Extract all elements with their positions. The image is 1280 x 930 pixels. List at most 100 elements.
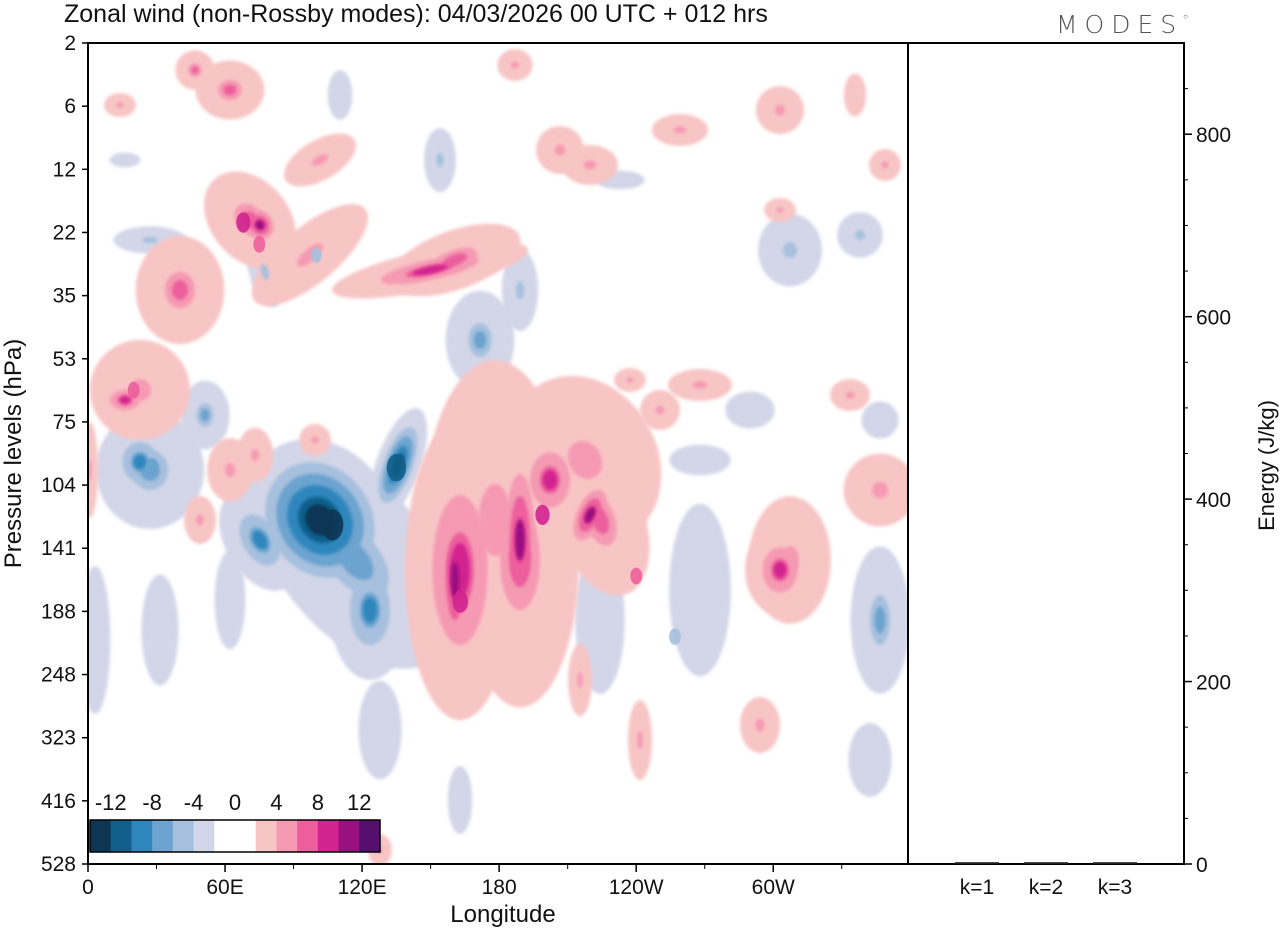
colorbar-swatch bbox=[276, 820, 298, 852]
contour-fill bbox=[223, 84, 237, 96]
contour-fill bbox=[874, 606, 886, 634]
y-tick-label: 141 bbox=[41, 537, 76, 560]
contour-fill bbox=[855, 230, 865, 240]
x-axis-label: Longitude bbox=[450, 901, 555, 928]
contour-fill bbox=[447, 766, 473, 834]
contour-fill bbox=[200, 408, 210, 422]
y-tick-label: 528 bbox=[41, 853, 76, 876]
contour-fill bbox=[848, 723, 892, 797]
x-tick-label: 120W bbox=[609, 876, 664, 899]
modes-logo: MODES○ bbox=[1055, 10, 1188, 39]
y-tick-label: 248 bbox=[41, 664, 76, 687]
colorbar-tick-label: 4 bbox=[270, 790, 282, 815]
contour-fill bbox=[567, 441, 603, 479]
contour-fill bbox=[119, 396, 131, 404]
energy-bar bbox=[1024, 862, 1068, 864]
contour-fill bbox=[191, 66, 199, 74]
field-extreme-mark bbox=[311, 247, 322, 263]
colorbar-swatch bbox=[110, 820, 132, 852]
field-extreme-mark bbox=[253, 235, 266, 253]
contour-fill bbox=[443, 253, 467, 267]
energy-bar bbox=[1093, 862, 1137, 864]
contour-fill bbox=[88, 422, 98, 518]
axes: 2 6 12 22 35 53 75 104 141 188 248 323 416 528 Pressur… bbox=[0, 32, 1185, 928]
x-tick-label: 0 bbox=[82, 876, 94, 899]
energy-tick-label: 400 bbox=[1196, 489, 1231, 512]
contour-fill bbox=[515, 520, 525, 560]
contour-fill bbox=[327, 70, 353, 120]
energy-panel: 0 200 400 600 800 Energy (J/kg) k=1 k=2 k=3 bbox=[955, 88, 1279, 899]
colorbar-swatch bbox=[131, 820, 153, 852]
contour-fill bbox=[626, 377, 634, 383]
contour-fill bbox=[252, 530, 268, 550]
colorbar-swatch bbox=[359, 820, 381, 852]
contour-fill bbox=[473, 331, 487, 349]
colorbar-swatch bbox=[152, 820, 174, 852]
x-tick-label: 180 bbox=[482, 876, 517, 899]
contour-fill bbox=[478, 484, 512, 556]
contour-fill bbox=[88, 459, 92, 481]
contour-fill bbox=[542, 470, 558, 490]
field-extreme-mark bbox=[386, 453, 407, 482]
colorbar-tick-label: 0 bbox=[229, 790, 241, 815]
y-tick-label: 35 bbox=[53, 285, 76, 308]
contour-fill bbox=[311, 436, 319, 444]
contour-fill bbox=[336, 540, 374, 580]
energy-category-label: k=1 bbox=[960, 876, 994, 899]
field-extreme-mark bbox=[145, 458, 159, 477]
contour-fill bbox=[251, 449, 259, 461]
colorbar-tick-label: -8 bbox=[142, 790, 162, 815]
y-tick-label: 53 bbox=[53, 348, 76, 371]
contour-fill bbox=[141, 574, 179, 686]
contour-fill bbox=[196, 514, 204, 526]
contour-fill bbox=[585, 507, 595, 523]
y-tick-label: 416 bbox=[41, 790, 76, 813]
colorbar-swatch bbox=[214, 820, 236, 852]
contour-fill bbox=[109, 152, 141, 168]
contour-fill bbox=[673, 126, 687, 134]
energy-bar bbox=[955, 862, 999, 864]
colorbar-swatch bbox=[297, 820, 319, 852]
colorbar-frame bbox=[89, 819, 381, 853]
colorbar-tick-label: -12 bbox=[95, 790, 127, 815]
colorbar-swatch bbox=[172, 820, 195, 852]
colorbar: -12 -8 -4 0 4 8 12 bbox=[89, 790, 381, 853]
contour-fill bbox=[88, 566, 111, 714]
contour-fill bbox=[116, 102, 124, 108]
contour-fill bbox=[412, 264, 448, 276]
contour-fill bbox=[511, 61, 519, 69]
y-tick-label: 188 bbox=[41, 600, 76, 623]
contour-fill bbox=[142, 237, 158, 243]
contour-fill bbox=[669, 444, 731, 476]
colorbar-swatch bbox=[193, 820, 215, 852]
colorbar-tick-label: 12 bbox=[347, 790, 371, 815]
energy-tick-label: 0 bbox=[1196, 854, 1208, 877]
field-extreme-mark bbox=[669, 628, 681, 645]
contour-fill bbox=[881, 161, 889, 169]
y-tick-label: 22 bbox=[53, 221, 76, 244]
contour-fill bbox=[845, 391, 855, 399]
contour-fill bbox=[133, 454, 147, 470]
colorbar-swatch bbox=[90, 820, 112, 852]
contour-fill bbox=[436, 152, 444, 168]
contour-fill bbox=[255, 220, 265, 230]
contour-fill bbox=[637, 731, 643, 749]
contour-fill bbox=[554, 144, 566, 156]
contour-fill bbox=[783, 242, 797, 258]
contour-fill bbox=[655, 405, 665, 415]
contour-fill bbox=[260, 264, 270, 280]
contour-fill bbox=[214, 550, 246, 650]
field-extreme-mark bbox=[630, 567, 643, 585]
contour-fill bbox=[774, 104, 786, 116]
contour-fill bbox=[583, 160, 597, 170]
energy-axis-label: Energy (J/kg) bbox=[1254, 400, 1279, 531]
field-extreme-mark bbox=[127, 381, 140, 399]
y-axis-label: Pressure levels (hPa) bbox=[0, 339, 27, 568]
energy-tick-label: 600 bbox=[1196, 307, 1231, 330]
energy-tick-label: 800 bbox=[1196, 124, 1231, 147]
x-tick-label: 60E bbox=[206, 876, 243, 899]
energy-category-label: k=2 bbox=[1029, 876, 1063, 899]
contour-fill bbox=[776, 207, 784, 213]
contour-fill bbox=[590, 506, 610, 534]
contour-fill bbox=[171, 280, 189, 300]
